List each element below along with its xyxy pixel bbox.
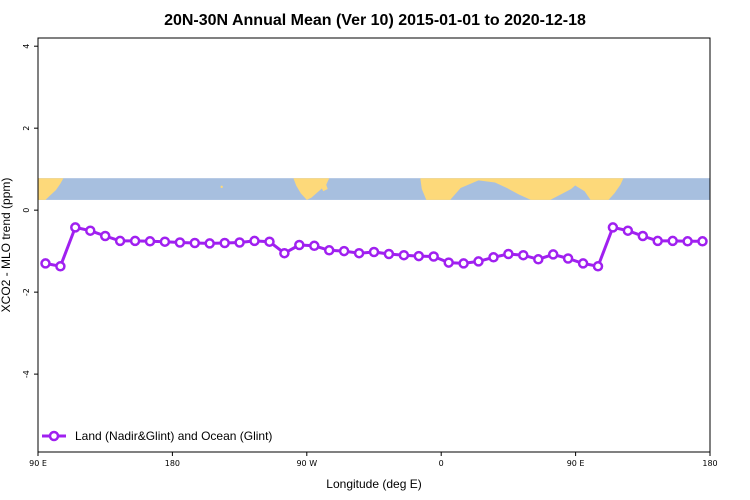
map-land-africa-arabia bbox=[420, 178, 584, 200]
data-point bbox=[443, 257, 454, 268]
data-point bbox=[85, 225, 96, 236]
y-tick-label: -2 bbox=[22, 288, 31, 296]
data-point bbox=[338, 245, 350, 257]
data-point bbox=[234, 237, 245, 248]
y-tick-label: 2 bbox=[22, 126, 31, 131]
data-point bbox=[413, 250, 425, 262]
data-point bbox=[40, 258, 51, 269]
data-point bbox=[294, 239, 305, 251]
data-point bbox=[488, 252, 499, 263]
data-point bbox=[697, 236, 708, 247]
data-point bbox=[547, 249, 559, 260]
data-point bbox=[219, 237, 230, 249]
map-land-asia-east bbox=[569, 178, 624, 200]
data-point bbox=[592, 261, 604, 272]
data-point bbox=[129, 235, 141, 247]
data-point bbox=[55, 261, 66, 272]
y-tick-label: -4 bbox=[22, 370, 31, 378]
data-point bbox=[518, 249, 529, 261]
data-point bbox=[533, 254, 544, 265]
world-map-band bbox=[38, 178, 710, 200]
data-point bbox=[398, 249, 410, 261]
plot-frame bbox=[37, 37, 711, 453]
x-axis-label: Longitude (deg E) bbox=[326, 477, 421, 491]
data-point bbox=[607, 222, 619, 233]
map-land-asia-west bbox=[38, 178, 64, 200]
chart-title: 20N-30N Annual Mean (Ver 10) 2015-01-01 … bbox=[164, 12, 586, 29]
data-point bbox=[70, 222, 81, 233]
data-point bbox=[264, 236, 275, 247]
data-point bbox=[458, 258, 469, 269]
data-point bbox=[249, 235, 260, 247]
map-land-hawaii bbox=[220, 185, 223, 189]
x-tick-label: 0 bbox=[439, 459, 444, 468]
data-point bbox=[473, 256, 484, 267]
data-point bbox=[503, 248, 514, 260]
map-land-caribbean bbox=[318, 180, 328, 192]
legend: Land (Nadir&Glint) and Ocean (Glint) bbox=[42, 429, 272, 443]
data-point bbox=[309, 240, 320, 252]
data-point bbox=[682, 236, 693, 247]
data-point bbox=[99, 230, 111, 242]
y-axis-label: XCO2 - MLO trend (ppm) bbox=[0, 178, 13, 313]
x-tick-label: 90 E bbox=[567, 459, 585, 468]
data-point bbox=[577, 258, 589, 269]
data-point bbox=[279, 247, 290, 259]
data-point bbox=[189, 237, 201, 249]
y-tick-label: 0 bbox=[22, 208, 31, 213]
x-tick-label: 180 bbox=[702, 459, 717, 468]
x-tick-label: 90 W bbox=[296, 459, 317, 468]
x-tick-label: 180 bbox=[165, 459, 180, 468]
data-point bbox=[622, 225, 634, 236]
data-point bbox=[353, 247, 365, 259]
data-point bbox=[204, 238, 215, 249]
legend-label: Land (Nadir&Glint) and Ocean (Glint) bbox=[75, 429, 272, 443]
data-point bbox=[562, 253, 574, 264]
y-tick-label: 4 bbox=[22, 44, 31, 49]
data-point bbox=[144, 236, 156, 247]
data-point bbox=[428, 251, 439, 262]
x-tick-label: 90 E bbox=[29, 459, 47, 468]
data-point bbox=[652, 235, 663, 247]
y-axis: 4 2 0 -2 -4 bbox=[22, 44, 38, 378]
series-layer bbox=[40, 222, 708, 272]
x-axis: 90 E 180 90 W 0 90 E 180 bbox=[29, 452, 718, 468]
legend-marker bbox=[48, 430, 60, 442]
data-point bbox=[114, 235, 126, 247]
data-point bbox=[323, 245, 335, 256]
data-point bbox=[174, 237, 186, 248]
data-point bbox=[383, 248, 395, 260]
data-point bbox=[368, 246, 380, 258]
data-point bbox=[637, 230, 649, 242]
map-land-canary bbox=[486, 179, 489, 182]
data-point bbox=[667, 235, 678, 247]
data-point bbox=[159, 236, 171, 247]
